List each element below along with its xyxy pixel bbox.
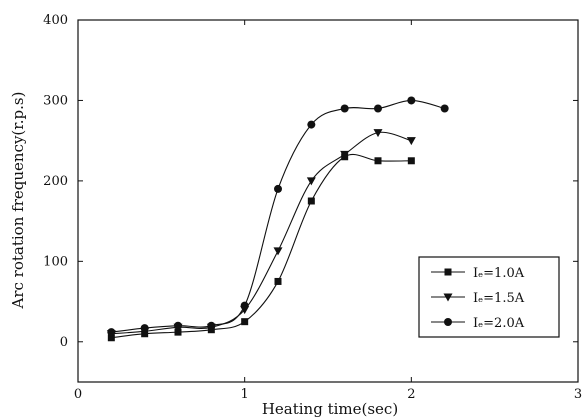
- legend: Iₑ=1.0A Iₑ=1.5A Iₑ=2.0A: [418, 256, 560, 338]
- data-point: [174, 328, 182, 336]
- data-point: [306, 177, 316, 186]
- x-tick-label: 1: [241, 387, 249, 402]
- series-layer: [106, 96, 449, 342]
- data-point: [140, 324, 149, 333]
- y-tick-label: 200: [43, 174, 68, 189]
- data-point: [340, 150, 350, 159]
- x-tick-label: 2: [407, 387, 415, 402]
- legend-label: Iₑ=1.5A: [473, 291, 525, 306]
- data-point: [174, 321, 182, 330]
- data-point: [241, 318, 249, 326]
- data-point: [307, 120, 316, 129]
- plot-frame: [77, 19, 579, 383]
- x-axis-title: Heating time(sec): [262, 400, 398, 418]
- data-point: [207, 321, 216, 330]
- y-tick-label: 0: [60, 335, 68, 350]
- series-circle: [107, 96, 449, 337]
- y-tick-label: 300: [43, 93, 68, 108]
- series-triangle-down: [106, 129, 416, 339]
- legend-marker: [443, 293, 453, 302]
- data-point: [373, 129, 383, 138]
- data-point: [440, 104, 449, 113]
- legend-label: Iₑ=2.0A: [473, 316, 525, 331]
- data-point: [307, 197, 315, 205]
- axis-ticks: 0 1 2 3 0 100 200 300 400: [43, 13, 582, 402]
- data-point: [240, 301, 249, 310]
- data-point: [274, 277, 282, 285]
- series-line: [111, 99, 445, 333]
- series-line: [111, 153, 412, 339]
- x-tick-label: 3: [574, 387, 582, 402]
- data-point: [274, 184, 282, 193]
- data-point: [407, 96, 416, 105]
- legend-marker: [444, 318, 452, 326]
- series-line: [111, 131, 412, 335]
- data-point: [406, 137, 416, 146]
- data-point: [107, 328, 116, 337]
- data-point: [374, 104, 382, 113]
- y-axis-title: Arc rotation frequency(r.p.s): [9, 92, 27, 310]
- data-point: [374, 157, 382, 165]
- series-square: [107, 153, 415, 342]
- y-tick-label: 400: [43, 13, 68, 28]
- x-tick-label: 0: [74, 387, 82, 402]
- data-point: [407, 157, 415, 165]
- data-point: [340, 104, 349, 113]
- legend-label: Iₑ=1.0A: [473, 266, 525, 281]
- y-tick-label: 100: [43, 254, 68, 269]
- data-point: [273, 247, 283, 256]
- legend-marker: [444, 268, 452, 276]
